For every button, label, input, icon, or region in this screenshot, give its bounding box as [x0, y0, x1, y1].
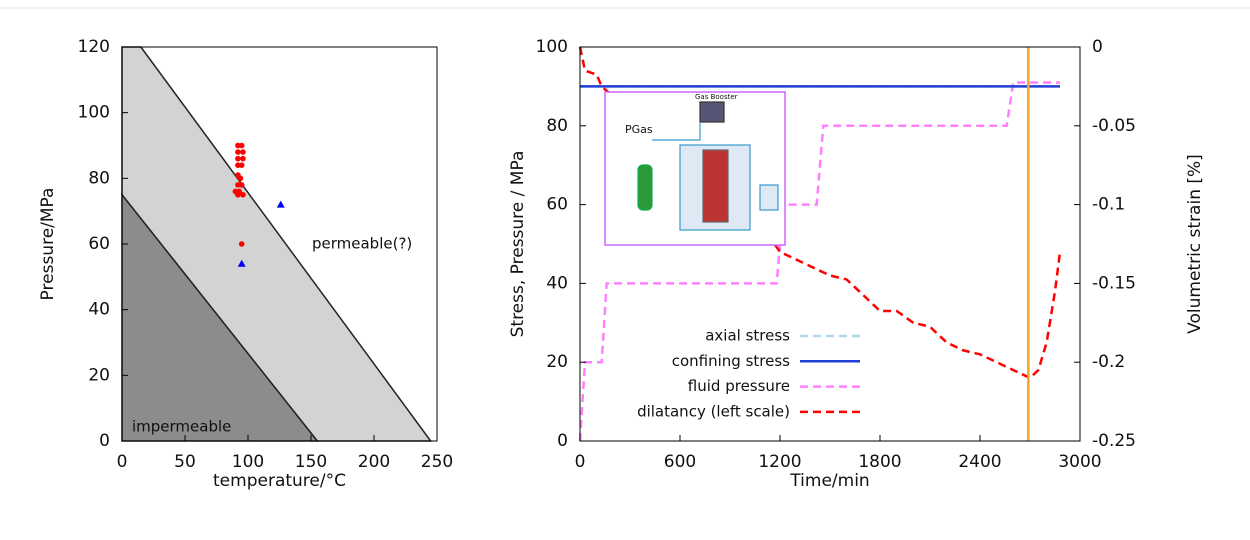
circle-point: [238, 241, 245, 247]
y2-tick-label: -0.2: [1092, 352, 1125, 372]
x-tick-label: 50: [174, 452, 196, 472]
y-tick-label: 100: [78, 103, 110, 123]
circle-point: [238, 142, 245, 149]
legend-label: axial stress: [705, 327, 790, 345]
x-tick-label: 250: [421, 452, 453, 472]
x-axis-label: Time/min: [789, 471, 869, 491]
circle-point: [240, 191, 246, 198]
y2-tick-label: -0.25: [1092, 431, 1136, 451]
y-axis-label: Pressure/MPa: [38, 188, 58, 301]
annotation: impermeable: [132, 418, 231, 436]
circle-point: [240, 149, 246, 155]
inset-booster: [699, 101, 725, 123]
y2-tick-label: 0: [1092, 37, 1103, 57]
plot-frame: [579, 46, 1081, 442]
circle-point: [235, 191, 241, 198]
x-tick-label: 0: [575, 452, 586, 472]
y2-tick-label: -0.1: [1092, 195, 1125, 215]
circle-point: [238, 162, 245, 168]
inset-sample: [702, 149, 729, 223]
inset-pipe: [652, 122, 701, 141]
circle-point: [237, 175, 244, 182]
y-tick-label: 80: [546, 116, 568, 136]
inset-label: Gas Booster: [695, 93, 738, 101]
y-tick-label: 20: [546, 352, 568, 372]
y-tick-label: 0: [557, 431, 568, 451]
x-tick-label: 1200: [758, 452, 801, 472]
decoration: [604, 91, 786, 246]
circle-point: [235, 155, 241, 162]
x-tick-label: 1800: [858, 452, 901, 472]
x-tick-label: 200: [358, 452, 390, 472]
legend-label: dilatancy (left scale): [637, 402, 790, 420]
x-tick-label: 150: [295, 452, 327, 472]
y-tick-label: 0: [99, 431, 110, 451]
legend-label: confining stress: [672, 352, 790, 370]
y-tick-label: 100: [536, 37, 568, 57]
y-axis-label: Stress, Pressure / MPa: [508, 151, 528, 338]
triangle-point: [237, 259, 246, 267]
inset-pump: [759, 184, 779, 211]
x-tick-label: 3000: [1058, 452, 1101, 472]
y-tick-label: 60: [546, 195, 568, 215]
y2-tick-label: -0.15: [1092, 273, 1136, 293]
y-tick-label: 60: [88, 234, 110, 254]
x-tick-label: 100: [232, 452, 264, 472]
inset-label: PGas: [625, 123, 653, 136]
circle-point: [240, 155, 246, 162]
plot-frame: [121, 46, 438, 442]
y-tick-label: 40: [546, 273, 568, 293]
y-tick-label: 120: [78, 37, 110, 57]
y-tick-label: 20: [88, 365, 110, 385]
x-tick-label: 2400: [958, 452, 1001, 472]
y2-axis-label: Volumetric strain [%]: [1185, 154, 1205, 334]
circle-point: [238, 182, 245, 188]
triangle-point: [276, 200, 285, 208]
y2-tick-label: -0.05: [1092, 116, 1136, 136]
x-axis-label: temperature/°C: [213, 471, 346, 491]
y-tick-label: 40: [88, 300, 110, 320]
annotation: permeable(?): [312, 235, 412, 253]
inset-gas-bottle: [637, 164, 653, 211]
x-tick-label: 600: [664, 452, 696, 472]
x-tick-label: 0: [117, 452, 128, 472]
y-tick-label: 80: [88, 168, 110, 188]
legend-label: fluid pressure: [688, 377, 790, 395]
circle-point: [235, 149, 241, 155]
